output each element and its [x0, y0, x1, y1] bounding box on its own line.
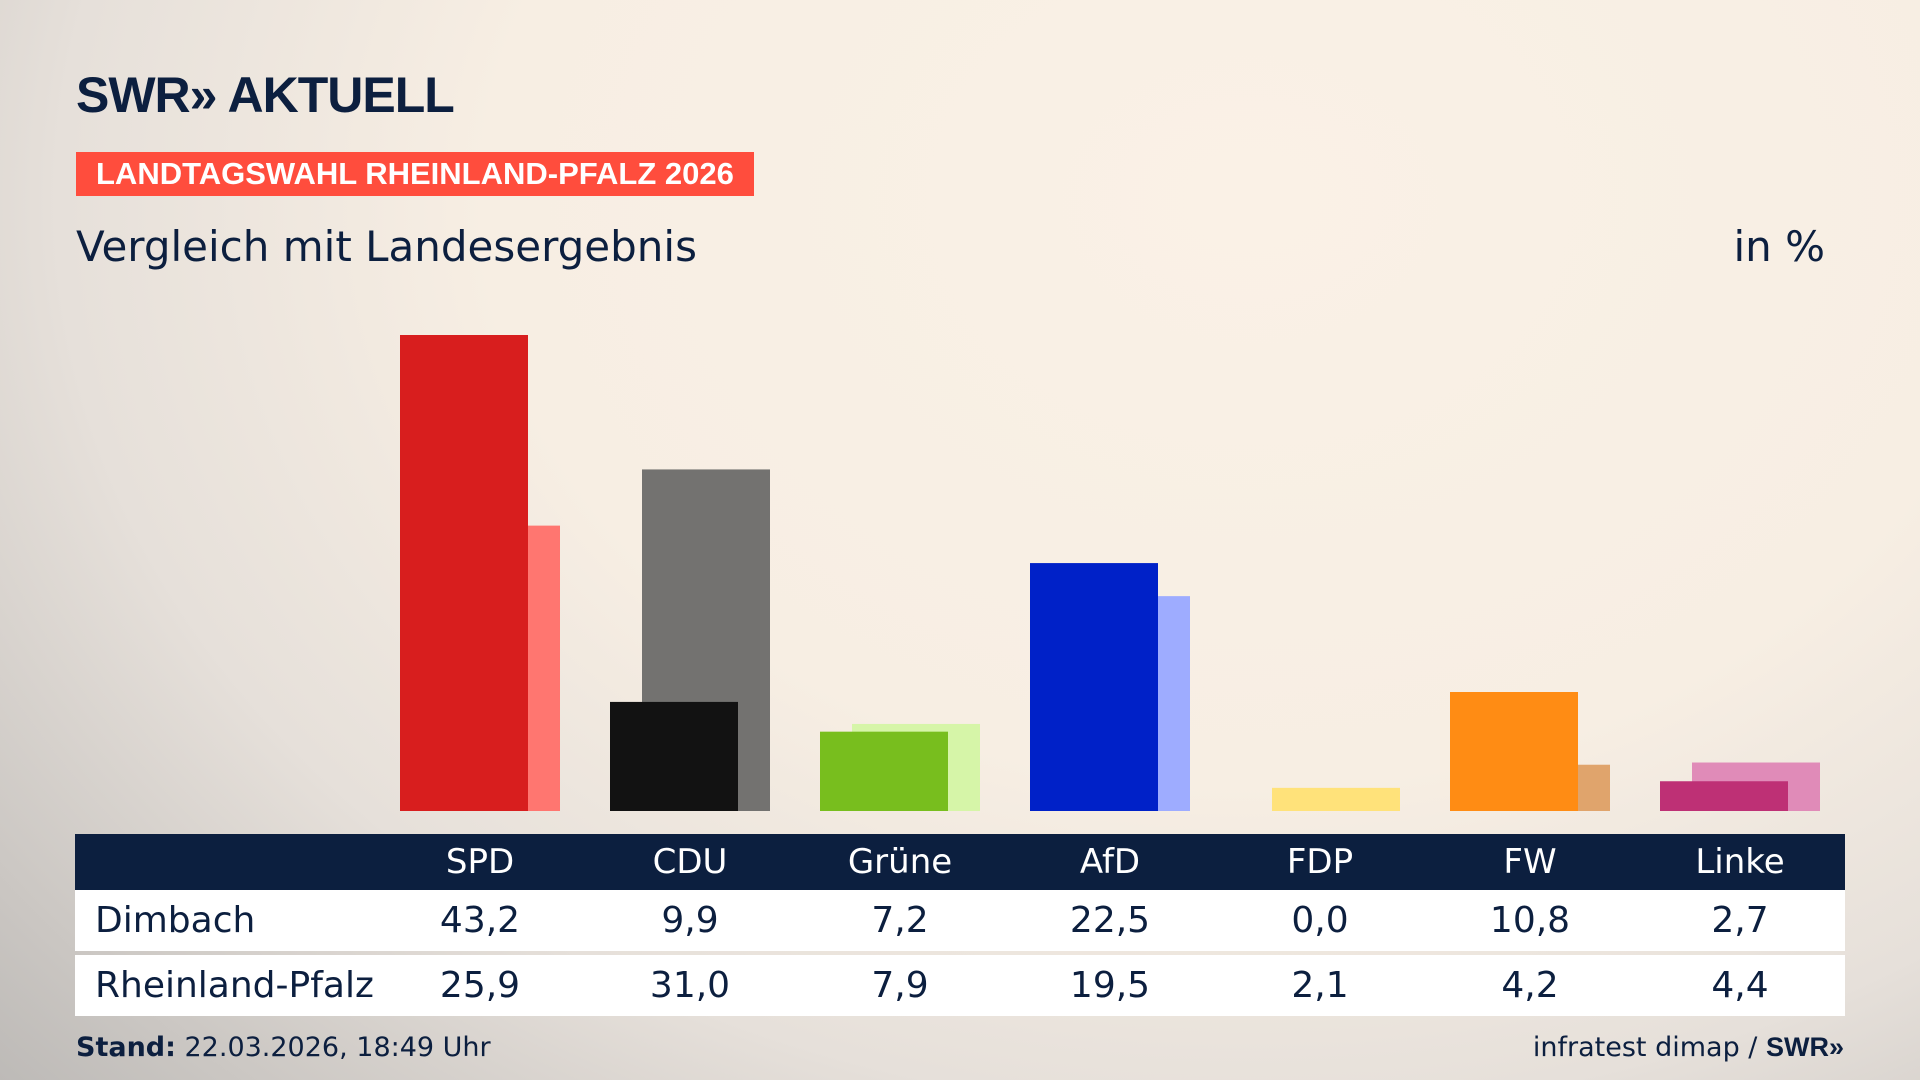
stand-value: 22.03.2026, 18:49 Uhr — [175, 1032, 491, 1063]
chart-subtitle: Vergleich mit Landesergebnis — [76, 222, 697, 271]
election-banner: LANDTAGSWAHL RHEINLAND-PFALZ 2026 — [76, 152, 754, 196]
column-header-fw: FW — [1503, 842, 1557, 882]
timestamp: Stand: 22.03.2026, 18:49 Uhr — [76, 1032, 491, 1063]
value-label: 43,2 — [439, 900, 521, 941]
value-label: 0,0 — [1291, 900, 1349, 941]
source-text: infratest dimap / — [1532, 1032, 1766, 1063]
bar-fw-dimbach — [1450, 692, 1578, 811]
bar-cdu-dimbach — [610, 701, 738, 811]
value-label: 19,5 — [1069, 965, 1151, 1006]
bar-chart — [400, 335, 1820, 811]
value-label: 25,9 — [439, 965, 521, 1006]
row-label: Dimbach — [95, 900, 256, 941]
results-table: SPD CDU Grüne AfD FDP FW Linke Dimbach 43,2 9,9… — [75, 834, 1845, 1016]
value-label: 31,0 — [649, 965, 731, 1006]
table-header: SPD CDU Grüne AfD FDP FW Linke — [75, 834, 1845, 890]
bar-afd-dimbach — [1030, 563, 1158, 811]
value-label: 4,4 — [1711, 965, 1769, 1006]
swr-aktuell-logo: SWR» AKTUELL — [76, 67, 455, 123]
value-label: 4,2 — [1501, 965, 1559, 1006]
column-header-spd: SPD — [445, 842, 515, 882]
column-header-gruene: Grüne — [847, 842, 953, 882]
bar-fdp-rheinland-pfalz — [1272, 787, 1400, 811]
value-label: 2,1 — [1291, 965, 1349, 1006]
table-row-rheinland-pfalz: Rheinland-Pfalz 25,9 31,0 7,9 19,5 2,1 4,2 4,4 — [75, 955, 1845, 1016]
value-label: 9,9 — [661, 900, 719, 941]
bar-spd-dimbach — [400, 335, 528, 811]
table-row-dimbach: Dimbach 43,2 9,9 7,2 22,5 0,0 10,8 2,7 — [75, 890, 1845, 951]
bar-linke-dimbach — [1660, 781, 1788, 811]
column-header-linke: Linke — [1695, 842, 1785, 882]
value-label: 2,7 — [1711, 900, 1769, 941]
row-label: Rheinland-Pfalz — [95, 965, 374, 1006]
stand-label: Stand: — [76, 1032, 176, 1063]
source: infratest dimap / SWR» — [1533, 1032, 1844, 1063]
column-header-fdp: FDP — [1286, 842, 1354, 882]
value-label: 7,9 — [871, 965, 929, 1006]
value-label: 7,2 — [871, 900, 929, 941]
unit-label: in % — [1733, 222, 1825, 271]
swr-logo: SWR» — [1765, 1032, 1844, 1062]
column-header-afd: AfD — [1079, 842, 1141, 882]
bar-gruene-dimbach — [820, 731, 948, 811]
value-label: 10,8 — [1489, 900, 1571, 941]
value-label: 22,5 — [1069, 900, 1151, 941]
column-header-cdu: CDU — [652, 842, 728, 882]
